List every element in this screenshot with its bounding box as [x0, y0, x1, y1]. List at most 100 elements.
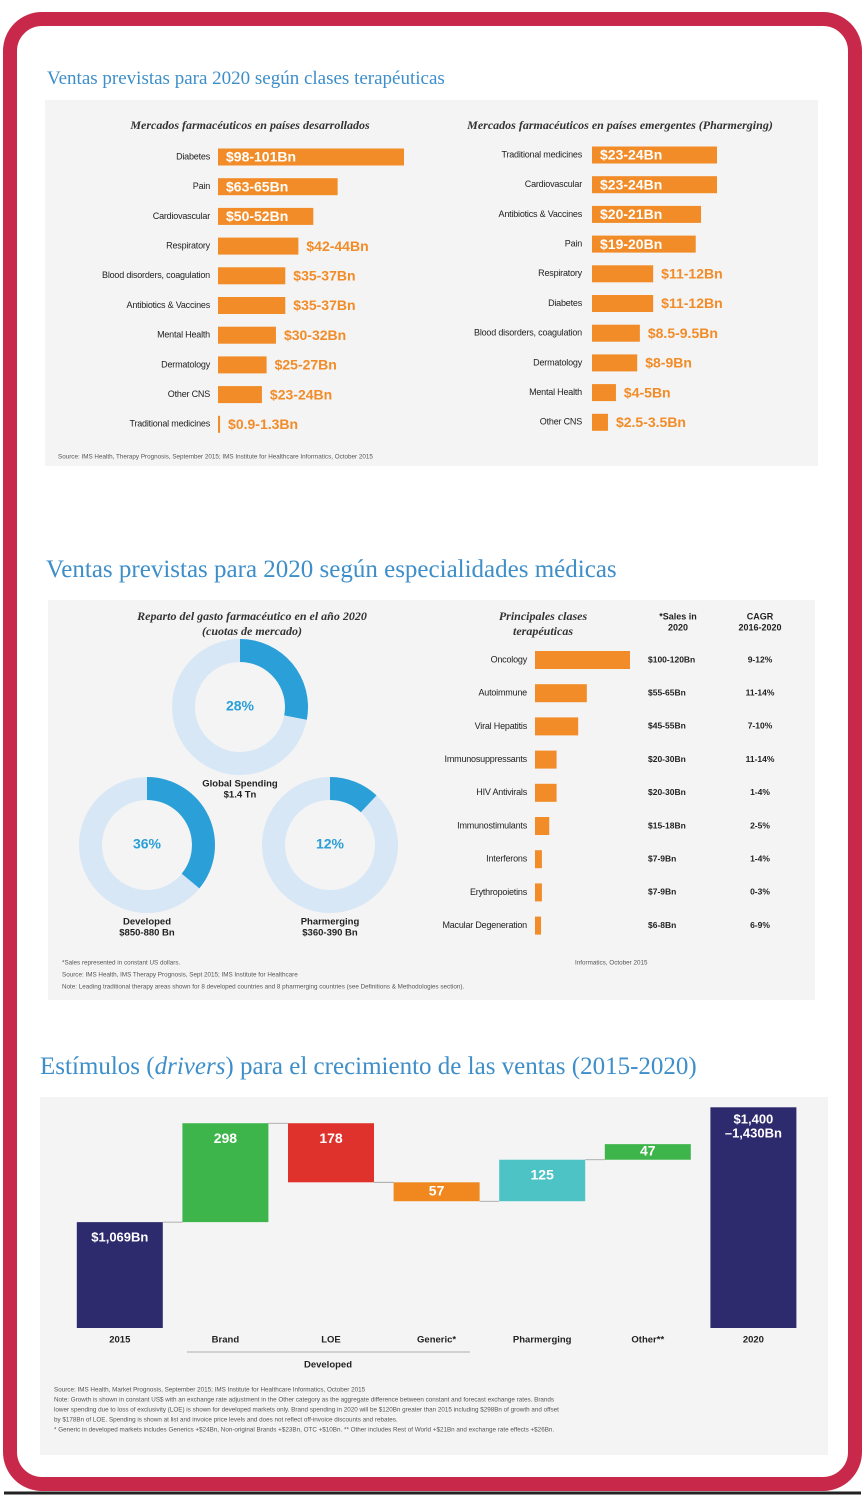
bar	[535, 783, 557, 802]
value-label: $42-44Bn	[306, 238, 368, 254]
amount-label: $360-390 Bn	[302, 928, 358, 939]
footnote: *Sales represented in constant US dollar…	[62, 960, 181, 967]
bar	[710, 1107, 797, 1328]
bar	[535, 916, 542, 935]
category-label: Cardiovascular	[153, 211, 210, 221]
footnote: lower spending due to loss of exclusivit…	[54, 1407, 559, 1414]
category-label: Antibiotics & Vaccines	[499, 209, 583, 219]
column-header: CAGR	[747, 611, 774, 621]
category-label: Developed	[123, 917, 171, 928]
category-label: Traditional medicines	[501, 149, 582, 159]
category-label: Immunosuppressants	[445, 754, 528, 764]
bar	[592, 265, 654, 283]
bar	[535, 817, 550, 835]
bar	[218, 297, 286, 314]
category-label: Cardiovascular	[525, 179, 582, 189]
category-label: Traditional medicines	[129, 419, 210, 429]
category-label: HIV Antivirals	[476, 787, 527, 797]
chart-subtitle: terapéuticas	[513, 624, 573, 638]
value-label: 12%	[316, 836, 345, 852]
value-label: $23-24Bn	[270, 386, 332, 402]
bar	[393, 1182, 480, 1202]
value-label: $4-5Bn	[624, 384, 671, 400]
group-label: Developed	[304, 1360, 352, 1371]
value-label: $1,400 –1,430Bn	[725, 1112, 782, 1141]
category-label: Macular Degeneration	[442, 920, 527, 930]
heading-text: ) para el crecimiento de las ventas (201…	[225, 1053, 696, 1080]
value-label: $6-8Bn	[648, 920, 676, 930]
section-heading: Ventas previstas para 2020 según clases …	[47, 68, 445, 89]
footnote: Note: Growth is shown in constant US$ wi…	[54, 1397, 554, 1404]
category-label: Dermatology	[533, 357, 583, 367]
chart-subtitle: Mercados farmacéuticos en países desarro…	[129, 118, 370, 132]
category-label: Global Spending	[202, 779, 278, 790]
bar	[604, 1144, 691, 1160]
value-label: $7-9Bn	[648, 887, 676, 897]
amount-label: $850-880 Bn	[119, 928, 175, 939]
category-label: Other CNS	[168, 389, 210, 399]
value-label: $8-9Bn	[645, 355, 692, 371]
amount-label: $1.4 Tn	[224, 790, 257, 801]
donut-slice	[240, 639, 309, 720]
bar	[218, 386, 262, 404]
cagr-label: 0-3%	[750, 887, 770, 897]
cagr-label: 11-14%	[746, 754, 775, 764]
value-label: $19-20Bn	[600, 236, 662, 252]
x-tick-label: Other**	[631, 1335, 664, 1346]
value-label: $50-52Bn	[226, 208, 288, 224]
bar	[288, 1123, 374, 1183]
category-label: Viral Hepatitis	[475, 721, 528, 731]
heading-text: Ventas previstas para 2020 según especia…	[46, 556, 617, 583]
value-label: $20-21Bn	[600, 206, 662, 222]
footnote: * Generic in developed markets includes …	[54, 1427, 554, 1434]
bar	[535, 883, 542, 902]
category-label: Erythropoietins	[470, 887, 528, 897]
category-label: Other CNS	[540, 417, 582, 427]
value-label: $23-24Bn	[600, 147, 662, 163]
x-tick-label: Brand	[212, 1335, 240, 1346]
bar	[218, 178, 338, 196]
section-heading: Ventas previstas para 2020 según especia…	[46, 556, 617, 583]
category-label: Diabetes	[548, 298, 583, 308]
value-label: 47	[640, 1143, 656, 1159]
cagr-label: 2-5%	[750, 820, 770, 830]
cagr-label: 1-4%	[750, 853, 770, 863]
category-label: Antibiotics & Vaccines	[127, 300, 211, 310]
x-tick-label: LOE	[321, 1335, 341, 1346]
category-label: Oncology	[491, 654, 528, 664]
cagr-label: 1-4%	[750, 787, 770, 797]
value-label: $20-30Bn	[648, 787, 686, 797]
value-label: 178	[319, 1130, 343, 1146]
category-label: Blood disorders, coagulation	[474, 328, 582, 338]
column-header: 2020	[668, 622, 688, 632]
value-label: $25-27Bn	[275, 357, 337, 373]
value-label: $7-9Bn	[648, 853, 676, 863]
x-tick-label: 2015	[109, 1335, 131, 1346]
cagr-label: 9-12%	[748, 654, 773, 664]
bar	[592, 354, 638, 372]
x-tick-label: 2020	[743, 1335, 764, 1346]
category-label: Respiratory	[538, 268, 583, 278]
value-label: $35-37Bn	[293, 297, 355, 313]
column-header: *Sales in	[659, 611, 697, 621]
bar	[218, 326, 276, 344]
value-label: $100-120Bn	[648, 654, 695, 664]
category-label: Blood disorders, coagulation	[102, 270, 210, 280]
category-label: Mental Health	[529, 387, 582, 397]
category-label: Pharmerging	[301, 917, 360, 928]
bar	[535, 684, 587, 703]
value-label: $45-55Bn	[648, 721, 686, 731]
cagr-label: 11-14%	[746, 687, 775, 697]
chart-subtitle: Principales clases	[499, 609, 588, 623]
category-label: Respiratory	[166, 240, 211, 250]
bar	[592, 176, 717, 194]
bar	[182, 1123, 269, 1223]
value-label: 298	[214, 1130, 238, 1146]
bar	[218, 356, 267, 374]
bar	[499, 1159, 586, 1202]
category-label: Pain	[193, 181, 210, 191]
bar	[592, 235, 696, 253]
x-tick-label: Generic*	[417, 1335, 456, 1346]
value-label: $15-18Bn	[648, 820, 686, 830]
value-label: $23-24Bn	[600, 176, 662, 192]
